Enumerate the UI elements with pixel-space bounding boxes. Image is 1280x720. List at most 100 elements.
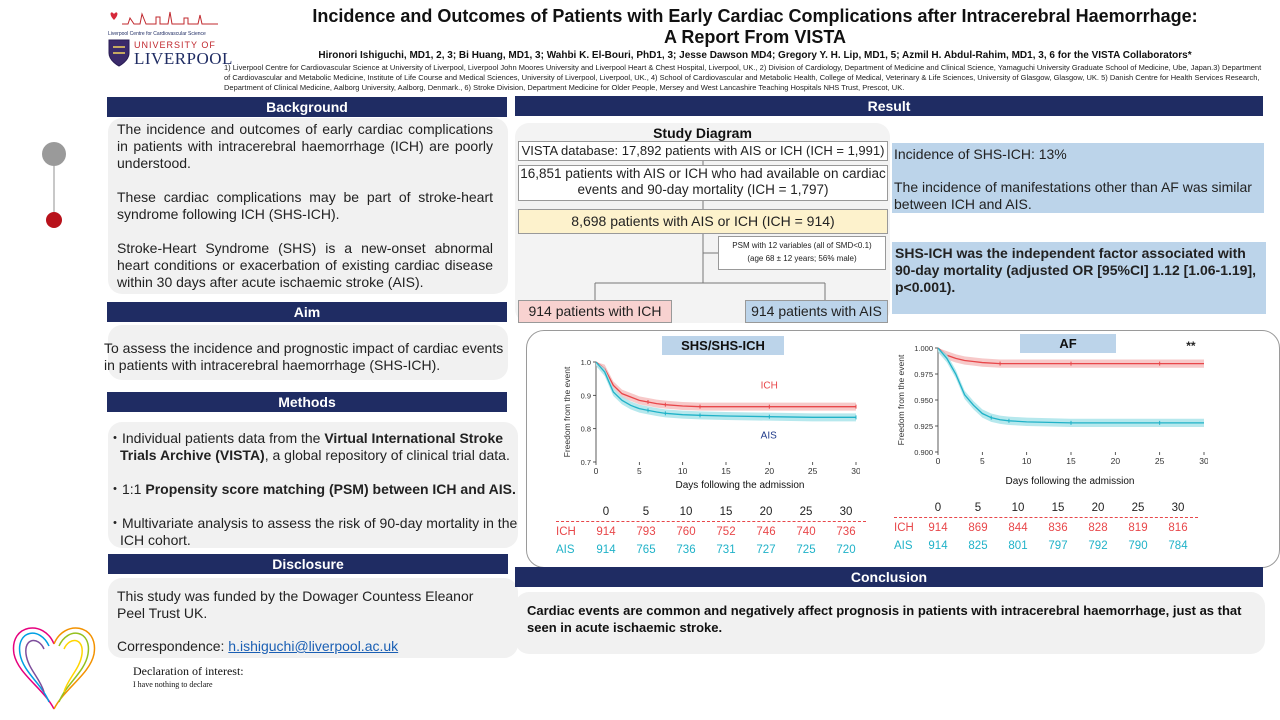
lccs-text: Liverpool Centre for Cardiovascular Scie… xyxy=(108,31,206,37)
risk-table-day: 20 xyxy=(1091,502,1105,514)
ci-band-ich xyxy=(938,348,1204,368)
y-axis-label: Freedom from the event xyxy=(896,354,906,445)
risk-cell: 801 xyxy=(1008,540,1028,552)
risk-table-day: 10 xyxy=(1011,502,1025,514)
risk-table-af: 0 5 10 15 20 25 30 ICH 914 869 844 836 828 819 816 AIS 9… xyxy=(894,502,1210,558)
risk-cell: 725 xyxy=(796,544,816,556)
decor-dot-red xyxy=(46,212,62,228)
risk-cell: 793 xyxy=(636,526,656,538)
correspondence: Correspondence: h.ishiguchi@liverpool.ac… xyxy=(117,638,497,655)
risk-cell: 727 xyxy=(756,544,776,556)
risk-table-day: 25 xyxy=(799,506,813,518)
x-tick-label: 10 xyxy=(678,466,688,476)
y-tick-label: 0.7 xyxy=(581,458,591,467)
affiliations: 1) Liverpool Centre for Cardiovascular S… xyxy=(224,63,1262,92)
risk-table-day: 0 xyxy=(934,502,942,514)
risk-table-day: 5 xyxy=(642,506,650,518)
study-diagram-title: Study Diagram xyxy=(653,125,752,141)
methods-bullet-3: ・Multivariate analysis to assess the ris… xyxy=(108,515,518,548)
correspondence-label: Correspondence: xyxy=(117,638,229,654)
chart1-title: SHS/SHS-ICH xyxy=(662,336,784,355)
diagram-box-ais: 914 patients with AIS xyxy=(745,300,888,323)
km-chart-shs: 0.7 0.8 0.9 1.0 0 5 10 15 20 25 30 Freedom from the… xyxy=(562,358,860,476)
risk-table-day: 15 xyxy=(719,506,733,518)
y-tick-label: 0.975 xyxy=(914,370,933,379)
risk-cell: 828 xyxy=(1088,522,1108,534)
y-tick-label: 0.9 xyxy=(581,391,591,400)
km-line-ich xyxy=(595,361,856,408)
diagram-box-vista: VISTA database: 17,892 patients with AIS… xyxy=(518,141,888,161)
risk-cell: 869 xyxy=(968,522,988,534)
skyline-logo-graphic xyxy=(110,11,218,25)
background-panel xyxy=(108,118,508,294)
background-header: Background xyxy=(107,97,507,117)
y-tick-label: 0.900 xyxy=(914,448,933,457)
risk-table-day: 15 xyxy=(1051,502,1065,514)
result-header: Result xyxy=(515,96,1263,116)
risk-table-shs: 0 5 10 15 20 25 30 ICH 914 793 760 752 746 740 736 AIS 9… xyxy=(556,506,866,562)
diagram-box-selected: 8,698 patients with AIS or ICH (ICH = 91… xyxy=(518,209,888,234)
background-p1: The incidence and outcomes of early card… xyxy=(117,121,493,171)
aim-header: Aim xyxy=(107,302,507,322)
methods-header: Methods xyxy=(107,392,507,412)
disclosure-panel xyxy=(108,578,518,658)
email-link[interactable]: h.ishiguchi@liverpool.ac.uk xyxy=(228,638,399,654)
x-tick-label: 20 xyxy=(765,466,775,476)
y-tick-label: 0.8 xyxy=(581,425,591,434)
y-tick-label: 0.950 xyxy=(914,396,933,405)
risk-cell: 792 xyxy=(1088,540,1108,552)
risk-cell: 819 xyxy=(1128,522,1148,534)
poster-title: Incidence and Outcomes of Patients with … xyxy=(230,6,1280,48)
risk-cell: 760 xyxy=(676,526,696,538)
methods-panel xyxy=(108,422,518,548)
x-tick-label: 20 xyxy=(1111,456,1121,466)
risk-cell: 746 xyxy=(756,526,776,538)
km-line-ais xyxy=(937,347,1204,424)
diagram-box-available: 16,851 patients with AIS or ICH who had … xyxy=(518,165,888,201)
chart1-xlabel: Days following the admission xyxy=(675,480,805,491)
km-line-ich xyxy=(937,347,1204,365)
x-tick-label: 30 xyxy=(851,466,860,476)
risk-table-day: 0 xyxy=(602,506,610,518)
risk-cell: 816 xyxy=(1168,522,1188,534)
km-line-ais xyxy=(595,361,856,418)
ci-band-ais xyxy=(596,362,856,422)
risk-table-day: 30 xyxy=(1171,502,1185,514)
x-tick-label: 5 xyxy=(980,456,985,466)
background-text: The incidence and outcomes of early card… xyxy=(117,121,493,308)
aim-panel xyxy=(108,325,508,380)
x-tick-label: 25 xyxy=(808,466,818,476)
funding-text: This study was funded by the Dowager Cou… xyxy=(117,588,474,621)
risk-cell: 825 xyxy=(968,540,988,552)
conclusion-header: Conclusion xyxy=(515,567,1263,587)
risk-table-separator xyxy=(556,521,866,522)
y-tick-label: 0.925 xyxy=(914,422,933,431)
y-tick-label: 1.000 xyxy=(914,344,933,353)
x-tick-label: 0 xyxy=(936,456,941,466)
methods-bullet-2: ・1:1 Propensity score matching (PSM) bet… xyxy=(108,481,516,497)
background-p3: Stroke-Heart Syndrome (SHS) is a new-ons… xyxy=(117,240,493,290)
title-line-2: A Report From VISTA xyxy=(663,27,846,47)
risk-table-day: 20 xyxy=(759,506,773,518)
declaration-text: I have nothing to declare xyxy=(133,680,213,689)
risk-cell: 765 xyxy=(636,544,656,556)
risk-table-day: 30 xyxy=(839,506,853,518)
aim-text: To assess the incidence and prognostic i… xyxy=(104,340,504,373)
risk-cell: 740 xyxy=(796,526,816,538)
x-tick-label: 25 xyxy=(1155,456,1165,466)
chart2-title: AF xyxy=(1020,334,1116,353)
declaration-title: Declaration of interest: xyxy=(133,664,244,678)
decor-line xyxy=(53,166,55,216)
methods-text: ・Individual patients data from the Virtu… xyxy=(108,430,518,566)
x-tick-label: 0 xyxy=(594,466,599,476)
risk-table-day: 25 xyxy=(1131,502,1145,514)
incidence-text: Incidence of SHS-ICH: 13% xyxy=(894,146,1067,162)
conclusion-panel xyxy=(515,592,1265,654)
risk-cell: 797 xyxy=(1048,540,1068,552)
risk-row-label-ais: AIS xyxy=(894,540,913,552)
risk-row-label-ich: ICH xyxy=(556,526,576,538)
disclosure-header: Disclosure xyxy=(108,554,508,574)
km-chart-af: 0.900 0.925 0.950 0.975 1.000 0 5 10 15 20 25 30 Fre… xyxy=(896,340,1208,466)
significance-annotation: ** xyxy=(1186,340,1196,353)
lccs-logo: Liverpool Centre for Cardiovascular Scie… xyxy=(108,8,228,38)
